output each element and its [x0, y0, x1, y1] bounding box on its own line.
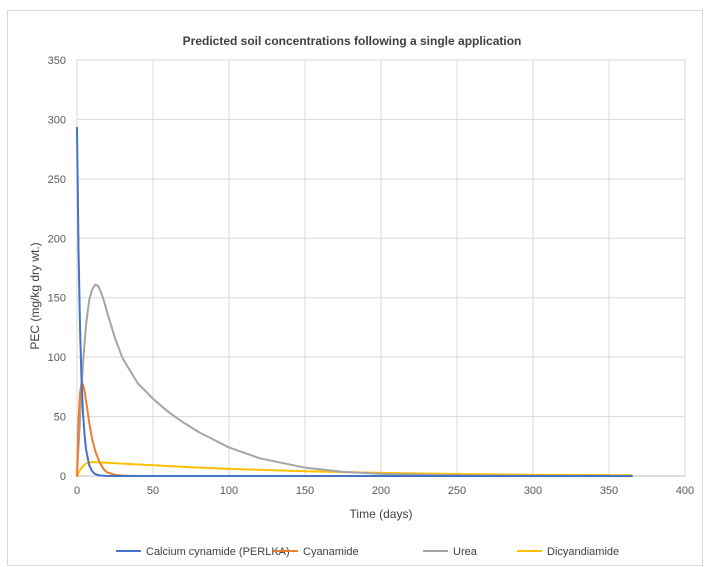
y-tick-label: 350 [48, 55, 66, 67]
gridlines [76, 59, 686, 477]
legend-label: Dicyandiamide [547, 546, 619, 558]
y-tick-label: 50 [54, 412, 66, 424]
x-tick-label: 0 [74, 485, 80, 497]
x-axis-title: Time (days) [350, 507, 413, 521]
legend-label: Calcium cynamide (PERLKA) [146, 546, 290, 558]
y-tick-label: 0 [60, 471, 66, 483]
series-line-cyanamide [76, 382, 633, 477]
x-tick-label: 150 [296, 485, 314, 497]
y-tick-label: 200 [48, 233, 66, 245]
axes: 0 50 100 150 200 250 300 350 0 50 100 150 200 250 300 3… [48, 55, 695, 497]
series-line-dicyandiamide [76, 460, 633, 477]
x-tick-label: 250 [448, 485, 466, 497]
legend-label: Cyanamide [303, 546, 359, 558]
y-axis-title: PEC (mg/kg dry wt.) [28, 242, 42, 349]
y-tick-label: 150 [48, 293, 66, 305]
legend-label: Urea [453, 546, 478, 558]
x-tick-label: 350 [600, 485, 618, 497]
y-tick-label: 100 [48, 352, 66, 364]
series-line-calcium-cynamide-perlka [76, 126, 633, 477]
x-tick-label: 400 [676, 485, 694, 497]
chart-title: Predicted soil concentrations following … [183, 34, 522, 48]
legend: Calcium cynamide (PERLKA) Cyanamide Urea Di… [116, 546, 619, 558]
x-tick-label: 50 [147, 485, 159, 497]
y-tick-label: 250 [48, 174, 66, 186]
x-tick-label: 100 [220, 485, 238, 497]
x-tick-label: 200 [372, 485, 390, 497]
series-line-urea [76, 283, 633, 477]
y-tick-label: 300 [48, 114, 66, 126]
series-lines [76, 126, 633, 477]
x-tick-label: 300 [524, 485, 542, 497]
